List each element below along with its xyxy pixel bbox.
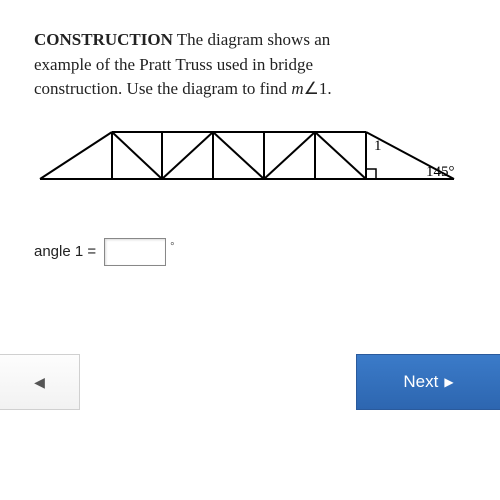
problem-text: CONSTRUCTION The diagram shows an exampl… [34, 28, 466, 102]
prev-arrow-icon: ◀ [34, 374, 45, 391]
prev-button[interactable]: ◀ [0, 354, 80, 410]
angle-m: m [291, 79, 303, 98]
next-button[interactable]: Next ▶ [356, 354, 500, 410]
problem-container: CONSTRUCTION The diagram shows an exampl… [0, 0, 500, 266]
nav-bar: ◀ Next ▶ [0, 354, 500, 410]
problem-body-2: example of the Pratt Truss used in bridg… [34, 55, 313, 74]
angle-symbol: ∠ [304, 79, 319, 98]
label-145deg: 145° [426, 164, 455, 181]
problem-body-1: The diagram shows an [173, 30, 330, 49]
answer-row: angle 1 = ° [34, 238, 466, 266]
angle-num: 1. [319, 79, 332, 98]
label-angle-1: 1 [374, 138, 382, 155]
problem-lead: CONSTRUCTION [34, 30, 173, 49]
truss-svg [34, 124, 464, 186]
answer-prompt: angle 1 = [34, 243, 96, 260]
next-label: Next [403, 372, 438, 392]
angle-1-input[interactable] [104, 238, 166, 266]
degree-unit: ° [170, 241, 174, 253]
problem-body-3: construction. Use the diagram to find [34, 79, 291, 98]
truss-diagram: 1 145° [34, 124, 464, 204]
next-arrow-icon: ▶ [444, 375, 453, 389]
